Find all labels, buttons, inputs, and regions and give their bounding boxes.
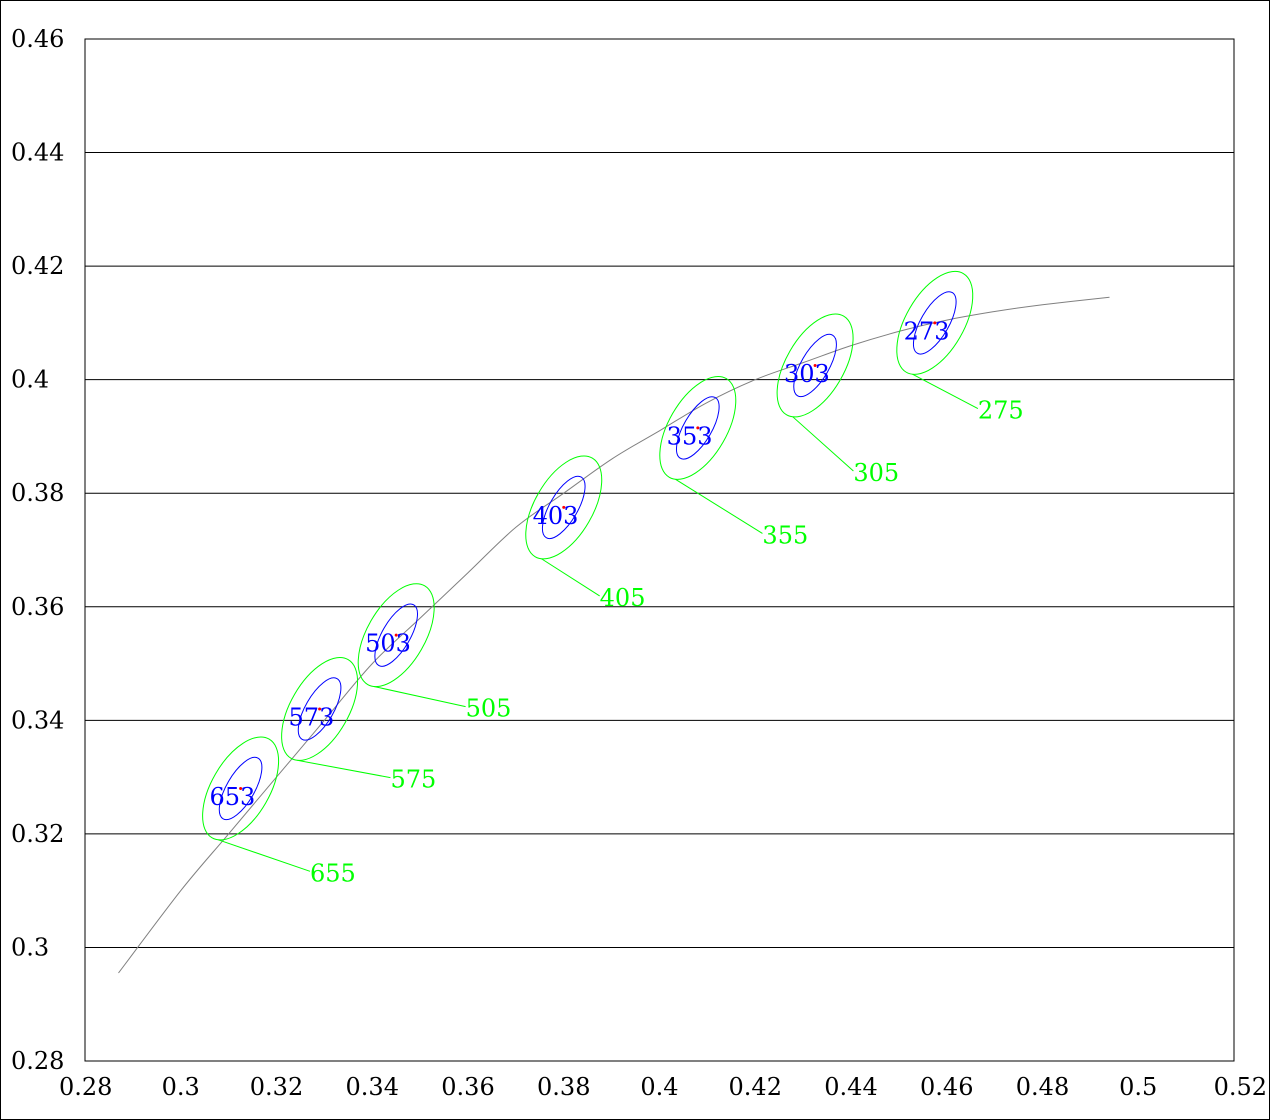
callout-line [297,759,391,779]
outer-ellipse [896,270,974,375]
y-tick-label: 0.42 [11,252,64,280]
callout-line [218,839,311,872]
inner-ellipse [297,677,342,741]
outer-ellipse [659,375,737,480]
outer-ellipse [776,313,854,418]
gridlines [85,152,1234,948]
y-tick-label: 0.44 [11,139,64,167]
x-tick-label: 0.5 [1119,1073,1157,1101]
outer-ellipse [281,657,359,761]
center-point [933,321,937,325]
inner-ellipse [793,333,837,398]
outer-ellipse [525,455,603,560]
ellipse-group-353: 353 355 [659,375,808,549]
locus-curve [118,296,1110,974]
ellipse-group-573: 573 575 [281,657,436,794]
ellipse-group-653: 653 655 [202,736,356,887]
inner-label: 273 [904,317,950,345]
outer-ellipse [202,736,280,841]
ellipse-group-503: 503 505 [357,583,512,723]
inner-label: 303 [784,360,830,388]
y-tick-label: 0.34 [11,706,64,734]
center-point [696,426,700,430]
inner-ellipse [676,396,720,460]
y-tick-label: 0.36 [11,593,64,621]
y-tick-label: 0.46 [11,25,64,53]
x-tick-label: 0.48 [1016,1073,1069,1101]
x-tick-label: 0.46 [920,1073,973,1101]
callout-line [541,558,600,597]
center-point [239,786,243,790]
x-tick-label: 0.42 [729,1073,782,1101]
x-tick-label: 0.38 [537,1073,590,1101]
y-tick-label: 0.3 [11,933,49,961]
outer-label: 505 [466,695,512,723]
x-tick-label: 0.3 [162,1073,200,1101]
center-point [562,505,566,509]
inner-ellipse [912,291,957,355]
x-tick-label: 0.52 [1214,1073,1267,1101]
outer-label: 305 [853,459,899,487]
callout-line [912,373,979,410]
inner-ellipse [541,475,586,540]
x-tick-label: 0.36 [441,1073,494,1101]
ellipse-markers: 6536555735755035054034053533553033052732… [202,270,1024,887]
y-tick-label: 0.32 [11,820,64,848]
x-tick-label: 0.28 [59,1073,112,1101]
center-point [394,633,398,637]
ellipse-group-403: 403 405 [525,455,646,612]
y-tick-label: 0.28 [11,1047,64,1075]
x-tick-label: 0.34 [346,1073,399,1101]
x-tick-label: 0.32 [250,1073,303,1101]
outer-label: 655 [310,859,356,887]
inner-ellipse [218,756,263,821]
inner-label: 653 [209,783,255,811]
callout-line [792,416,854,472]
outer-label: 275 [978,397,1024,425]
outer-ellipse [357,583,435,688]
y-axis-ticks: 0.46 0.44 0.42 0.4 0.38 0.36 0.34 0.32 0.3 0.28 [11,25,64,1075]
center-point [813,363,817,367]
inner-label: 353 [667,422,713,450]
outer-label: 355 [762,521,808,549]
callout-line [373,686,466,708]
ellipse-group-273: 273 275 [896,270,1024,425]
y-tick-label: 0.38 [11,479,64,507]
inner-ellipse [374,603,418,667]
inner-label: 403 [533,502,579,530]
inner-label: 503 [365,630,411,658]
callout-line [675,478,763,534]
x-tick-label: 0.4 [640,1073,678,1101]
center-point [318,707,322,711]
ellipse-group-303: 303 305 [776,313,899,487]
outer-label: 405 [600,584,646,612]
x-tick-label: 0.44 [824,1073,877,1101]
outer-label: 575 [390,766,436,794]
y-tick-label: 0.4 [11,366,49,394]
x-axis-ticks: 0.28 0.3 0.32 0.34 0.36 0.38 0.4 0.42 0.44 0.46 0.… [59,1073,1267,1101]
inner-label: 573 [288,703,334,731]
plot-area [84,38,1235,1062]
